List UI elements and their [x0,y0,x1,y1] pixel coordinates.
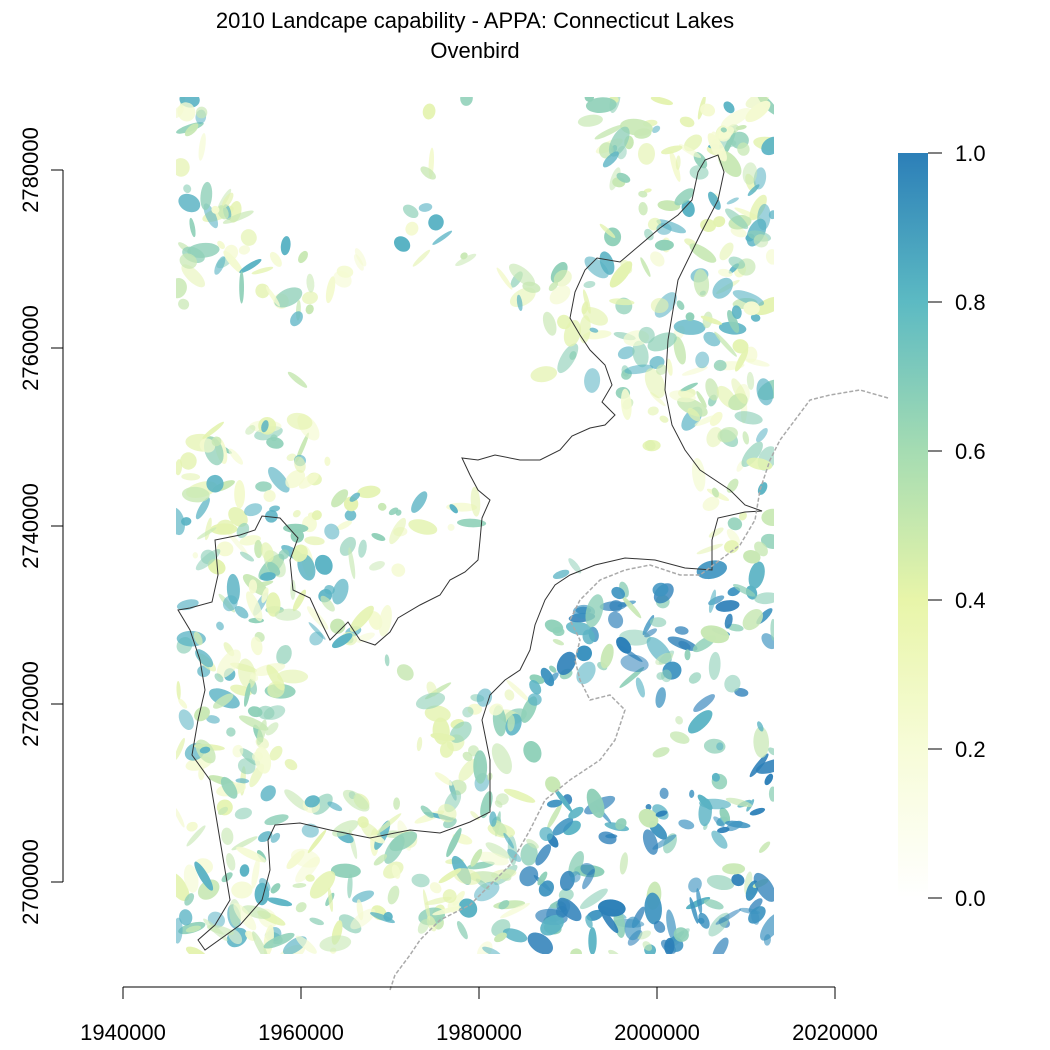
color-legend: 0.0 0.2 0.4 0.6 0.8 1.0 [898,141,986,911]
y-tick-label: 2740000 [18,483,43,569]
region-boundary [177,154,763,951]
map-subtitle: Ovenbird [430,38,520,63]
x-tick-label: 1940000 [80,1020,166,1045]
legend-tick-label: 0.8 [955,290,986,315]
map-title: 2010 Landcape capability - APPA: Connect… [215,8,735,33]
legend-tick-label: 0.6 [955,439,986,464]
capability-raster [176,97,774,954]
y-axis: 2700000 2720000 2740000 2760000 2780000 [18,127,64,925]
legend-tick-label: 1.0 [955,141,986,166]
x-tick-label: 2020000 [792,1020,878,1045]
state-line [389,389,889,991]
legend-tick-label: 0.4 [955,588,986,613]
title-block: 2010 Landcape capability - APPA: Connect… [0,6,950,66]
x-tick-label: 1980000 [436,1020,522,1045]
legend-tick-label: 0.0 [955,886,986,911]
x-axis: 1940000 1960000 1980000 2000000 2020000 [80,986,878,1045]
legend-tick-label: 0.2 [955,737,986,762]
y-tick-label: 2780000 [18,127,43,213]
y-tick-label: 2760000 [18,305,43,391]
x-tick-label: 1960000 [258,1020,344,1045]
y-tick-label: 2700000 [18,839,43,925]
legend-bar [898,153,928,898]
y-tick-label: 2720000 [18,661,43,747]
x-tick-label: 2000000 [614,1020,700,1045]
